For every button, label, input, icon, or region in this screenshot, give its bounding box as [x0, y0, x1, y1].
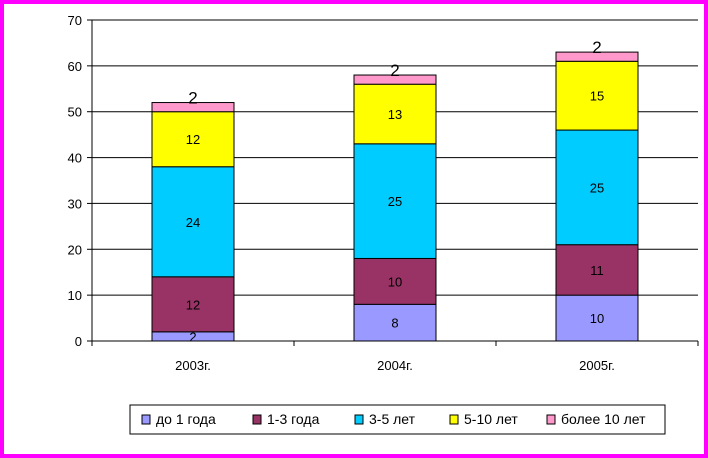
legend-label: более 10 лет: [561, 411, 646, 427]
legend-swatch: [449, 414, 459, 425]
y-tick-label: 70: [68, 13, 82, 28]
y-tick-label: 30: [68, 196, 82, 211]
y-tick-label: 0: [75, 334, 82, 349]
y-tick-label: 40: [68, 151, 82, 166]
bar-segment: [555, 60, 639, 131]
data-label: 13: [388, 107, 402, 122]
data-label: 25: [590, 180, 604, 195]
bar-segment: [151, 111, 235, 168]
data-labels: 2 12 24 12 2 8 10 25 13 2 10 11 25 15 2: [186, 38, 604, 344]
data-label: 8: [391, 316, 398, 331]
data-label: 2: [592, 38, 601, 57]
bar-segment: [151, 166, 235, 278]
bar-segment: [353, 83, 437, 145]
data-label: 24: [186, 215, 200, 230]
data-label: 12: [186, 297, 200, 312]
x-category-label: 2003г.: [175, 358, 211, 373]
data-label: 12: [186, 132, 200, 147]
legend-swatch: [354, 414, 364, 425]
bars: [151, 51, 639, 342]
legend: до 1 года 1-3 года 3-5 лет 5-10 лет более 10…: [129, 404, 666, 435]
bar-segment: [151, 276, 235, 333]
x-category-label: 2004г.: [377, 358, 413, 373]
y-tick-labels: 0 10 20 30 40 50 60 70: [68, 13, 82, 349]
data-label: 10: [388, 274, 402, 289]
bar-segment: [555, 294, 639, 342]
data-label: 2: [188, 89, 197, 108]
y-tick-label: 60: [68, 59, 82, 74]
legend-swatch: [141, 414, 151, 425]
legend-swatch: [546, 414, 556, 425]
legend-swatch: [252, 414, 262, 425]
x-category-labels: 2003г. 2004г. 2005г.: [175, 358, 615, 373]
data-label: 25: [388, 194, 402, 209]
data-label: 2: [189, 329, 196, 344]
y-tick-label: 20: [68, 242, 82, 257]
y-tick-label: 50: [68, 105, 82, 120]
data-label: 15: [590, 89, 604, 104]
bar-segment: [353, 74, 437, 85]
x-category-label: 2005г.: [579, 358, 615, 373]
legend-label: до 1 года: [156, 411, 216, 427]
bar-segment: [555, 244, 639, 296]
data-label: 2: [390, 61, 399, 80]
legend-label: 1-3 года: [267, 411, 320, 427]
data-label: 11: [590, 263, 604, 278]
bar-segment: [353, 143, 437, 259]
bar-segment: [353, 257, 437, 305]
bar-segment: [353, 303, 437, 342]
legend-label: 5-10 лет: [464, 411, 518, 427]
legend-box: [129, 404, 666, 435]
bar-segment: [151, 102, 235, 113]
legend-label: 3-5 лет: [369, 411, 416, 427]
data-label: 10: [590, 311, 604, 326]
bar-segment: [555, 129, 639, 246]
bar-segment: [555, 51, 639, 62]
y-tick-label: 10: [68, 288, 82, 303]
